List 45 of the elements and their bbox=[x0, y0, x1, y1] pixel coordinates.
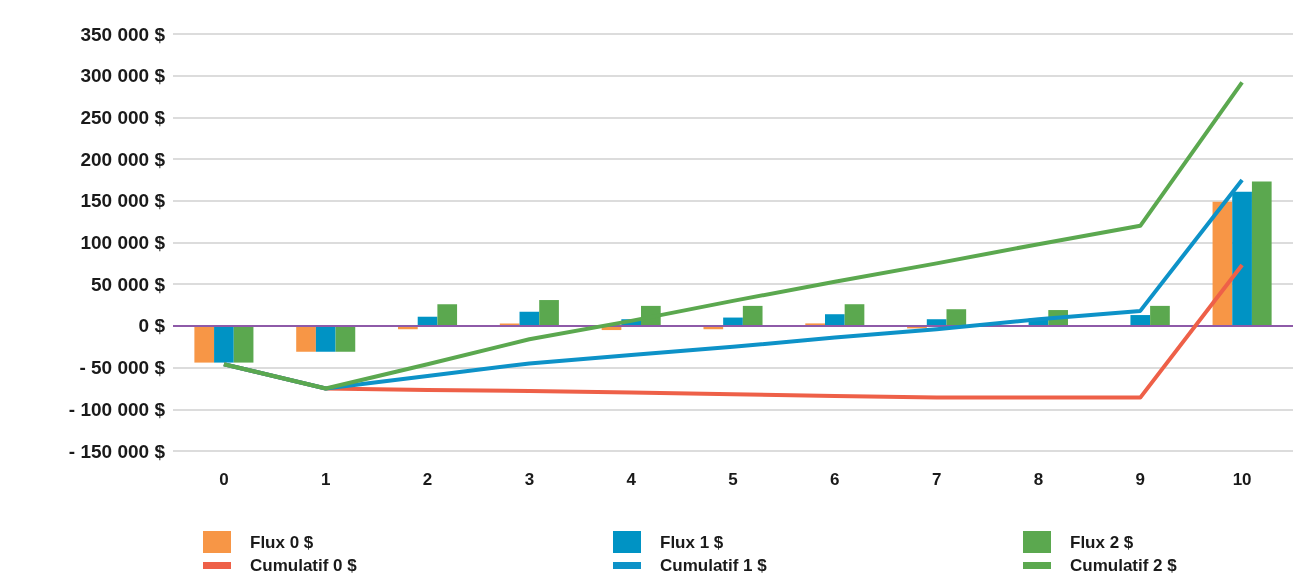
x-tick-label: 1 bbox=[320, 470, 331, 489]
y-tick-label: 100 000 $ bbox=[80, 232, 166, 253]
x-tick-label: 10 bbox=[1232, 470, 1252, 489]
legend-label: Flux 1 $ bbox=[660, 532, 724, 552]
y-tick-label: 350 000 $ bbox=[80, 23, 166, 45]
bar bbox=[335, 325, 356, 352]
bar bbox=[296, 325, 316, 352]
bar bbox=[824, 314, 845, 326]
x-tick-label: 0 bbox=[219, 470, 229, 489]
x-tick-label: 2 bbox=[422, 470, 433, 489]
bar bbox=[437, 304, 458, 326]
y-tick-label: 0 $ bbox=[138, 315, 166, 337]
bar bbox=[233, 325, 254, 363]
y-tick-label: - 100 000 $ bbox=[68, 398, 166, 420]
bar bbox=[1251, 181, 1272, 326]
bar bbox=[1130, 315, 1151, 326]
bar bbox=[214, 325, 234, 363]
legend-label: Cumulatif 1 $ bbox=[660, 556, 768, 575]
bar bbox=[1150, 305, 1170, 326]
y-tick-label: 300 000 $ bbox=[80, 65, 166, 87]
y-tick-label: - 150 000 $ bbox=[68, 440, 166, 462]
bar bbox=[315, 325, 336, 352]
bar bbox=[844, 304, 865, 326]
bar bbox=[946, 309, 967, 326]
y-tick-label: 250 000 $ bbox=[80, 106, 166, 128]
y-tick-label: 150 000 $ bbox=[80, 190, 166, 212]
legend-label: Cumulatif 2 $ bbox=[1070, 556, 1178, 575]
bar bbox=[1232, 191, 1252, 326]
legend-label: Flux 2 $ bbox=[1070, 532, 1134, 552]
bar bbox=[742, 305, 763, 326]
y-tick-label: 200 000 $ bbox=[80, 148, 166, 170]
x-tick-label: 5 bbox=[728, 470, 738, 489]
x-tick-label: 9 bbox=[1135, 470, 1146, 489]
line-series bbox=[221, 80, 1245, 391]
y-tick-label: 50 000 $ bbox=[91, 273, 166, 295]
x-tick-label: 8 bbox=[1033, 470, 1044, 489]
x-tick-label: 3 bbox=[524, 470, 535, 489]
legend-label: Cumulatif 0 $ bbox=[250, 556, 358, 575]
legend-label: Flux 0 $ bbox=[250, 532, 314, 552]
x-tick-label: 4 bbox=[626, 470, 637, 489]
bar bbox=[539, 300, 559, 326]
bar bbox=[194, 325, 215, 363]
x-tick-label: 7 bbox=[931, 470, 942, 489]
y-tick-label: - 50 000 $ bbox=[79, 357, 166, 379]
x-tick-label: 6 bbox=[830, 470, 840, 489]
